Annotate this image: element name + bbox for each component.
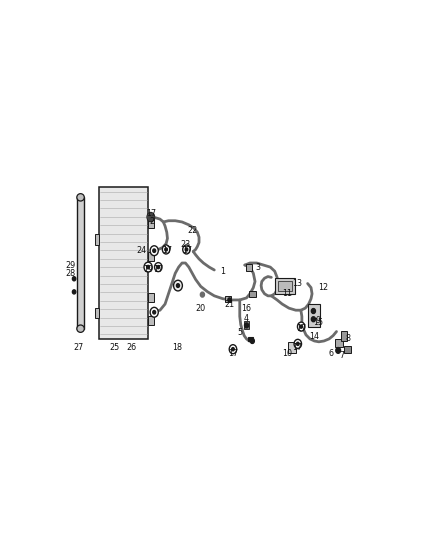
- Bar: [148, 316, 154, 325]
- Circle shape: [162, 245, 170, 254]
- Text: 5: 5: [237, 328, 242, 337]
- Text: 17: 17: [228, 349, 238, 358]
- Circle shape: [72, 290, 76, 294]
- Text: 1: 1: [220, 266, 225, 276]
- Text: 24: 24: [136, 246, 146, 255]
- Circle shape: [297, 322, 305, 331]
- Circle shape: [150, 246, 158, 256]
- Text: 3: 3: [256, 263, 261, 272]
- Text: 14: 14: [309, 333, 319, 341]
- Text: 16: 16: [241, 304, 251, 313]
- Bar: [246, 264, 252, 271]
- Text: 13: 13: [293, 279, 303, 288]
- Bar: [335, 339, 343, 347]
- Text: 9: 9: [315, 316, 320, 325]
- Text: 21: 21: [225, 300, 235, 309]
- Text: 20: 20: [196, 304, 206, 313]
- Text: 11: 11: [282, 289, 292, 298]
- Circle shape: [200, 292, 205, 297]
- Text: 19: 19: [143, 265, 153, 273]
- Bar: [95, 235, 99, 245]
- Circle shape: [147, 265, 149, 269]
- Text: 17: 17: [153, 265, 163, 273]
- Circle shape: [311, 317, 315, 322]
- Circle shape: [185, 248, 188, 251]
- Circle shape: [244, 323, 249, 328]
- Circle shape: [149, 215, 152, 219]
- Ellipse shape: [77, 325, 84, 333]
- Text: 17: 17: [162, 246, 172, 255]
- Circle shape: [157, 265, 159, 269]
- Text: 6: 6: [329, 349, 334, 358]
- Bar: [288, 342, 296, 353]
- Text: 12: 12: [318, 283, 328, 292]
- Text: 28: 28: [65, 269, 75, 278]
- Bar: [275, 278, 295, 294]
- Bar: [307, 304, 320, 327]
- Circle shape: [294, 340, 301, 349]
- Circle shape: [311, 309, 315, 313]
- Circle shape: [155, 263, 162, 272]
- Bar: [344, 346, 351, 353]
- Circle shape: [147, 213, 155, 222]
- Circle shape: [144, 262, 152, 272]
- Text: 8: 8: [346, 334, 351, 343]
- Bar: [244, 321, 249, 329]
- Bar: [148, 219, 154, 228]
- Circle shape: [232, 348, 234, 351]
- Circle shape: [148, 213, 154, 221]
- Bar: [278, 281, 292, 291]
- Text: 17: 17: [293, 343, 303, 352]
- Text: 23: 23: [180, 240, 191, 249]
- Circle shape: [150, 308, 158, 317]
- Circle shape: [300, 325, 303, 328]
- Bar: [247, 337, 253, 341]
- Circle shape: [165, 248, 167, 251]
- Text: 25: 25: [109, 343, 119, 352]
- Bar: [95, 308, 99, 318]
- Circle shape: [72, 277, 76, 281]
- Bar: [225, 296, 231, 302]
- Text: 17: 17: [182, 246, 192, 255]
- Bar: [148, 252, 154, 261]
- Text: 10: 10: [282, 349, 292, 358]
- Circle shape: [297, 342, 299, 345]
- Text: 18: 18: [172, 343, 182, 352]
- Text: 26: 26: [126, 343, 136, 352]
- Circle shape: [153, 249, 155, 253]
- Text: 29: 29: [65, 261, 75, 270]
- Text: 17: 17: [296, 324, 306, 333]
- Text: 7: 7: [339, 351, 344, 360]
- Bar: [341, 331, 346, 341]
- Circle shape: [183, 245, 190, 254]
- Bar: [249, 290, 256, 297]
- Circle shape: [250, 338, 254, 343]
- Text: 15: 15: [313, 318, 323, 327]
- Text: 2: 2: [149, 217, 154, 227]
- Bar: [148, 293, 154, 302]
- Bar: [77, 197, 84, 329]
- Circle shape: [177, 284, 180, 287]
- Circle shape: [229, 345, 237, 354]
- Text: 17: 17: [146, 209, 156, 218]
- Circle shape: [173, 280, 182, 291]
- Circle shape: [336, 348, 341, 353]
- Bar: [99, 187, 148, 339]
- Circle shape: [228, 298, 231, 302]
- Text: 22: 22: [187, 225, 198, 235]
- Text: 27: 27: [74, 343, 84, 352]
- Circle shape: [153, 311, 155, 314]
- Ellipse shape: [77, 193, 84, 201]
- Text: 4: 4: [244, 314, 249, 323]
